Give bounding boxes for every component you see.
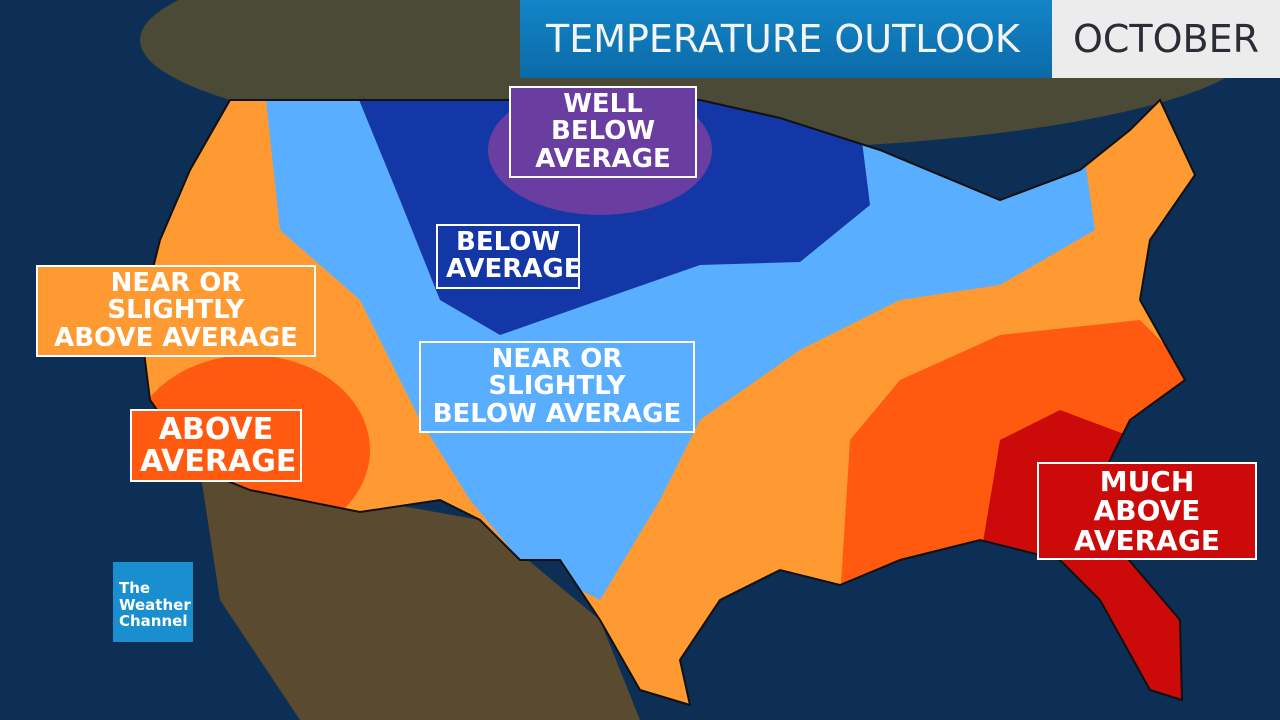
label-well-below: WELL BELOW AVERAGE <box>509 86 697 178</box>
label-line: AVERAGE <box>535 143 671 174</box>
label-line: AVERAGE <box>1074 523 1220 557</box>
label-line: AVERAGE <box>446 254 582 285</box>
logo-line: The <box>119 579 151 597</box>
label-near-above: NEAR OR SLIGHTLY ABOVE AVERAGE <box>36 265 316 357</box>
label-below: BELOW AVERAGE <box>436 224 582 289</box>
label-much-above: MUCH ABOVE AVERAGE <box>1037 462 1257 561</box>
month-label: OCTOBER <box>1052 0 1280 78</box>
label-line: MUCH ABOVE <box>1093 465 1201 528</box>
label-line: NEAR OR SLIGHTLY <box>488 344 626 402</box>
label-line: BELOW AVERAGE <box>432 398 682 429</box>
label-line: AVERAGE <box>140 443 297 479</box>
map-title: TEMPERATURE OUTLOOK <box>520 0 1052 78</box>
label-line: WELL BELOW <box>551 89 655 147</box>
label-above: ABOVE AVERAGE <box>130 409 302 482</box>
logo-line: Weather <box>119 595 191 614</box>
label-line: NEAR OR SLIGHTLY <box>107 268 245 326</box>
label-line: ABOVE AVERAGE <box>54 322 298 353</box>
label-line: BELOW <box>456 227 560 257</box>
label-line: ABOVE <box>158 412 274 447</box>
label-near-below: NEAR OR SLIGHTLY BELOW AVERAGE <box>419 341 695 433</box>
logo-line: Channel <box>119 612 188 630</box>
weather-channel-logo: The Weather Channel <box>113 562 193 642</box>
region-much-above <box>980 410 1195 705</box>
mexico-land <box>200 470 640 720</box>
title-bar: TEMPERATURE OUTLOOK OCTOBER <box>520 0 1280 78</box>
